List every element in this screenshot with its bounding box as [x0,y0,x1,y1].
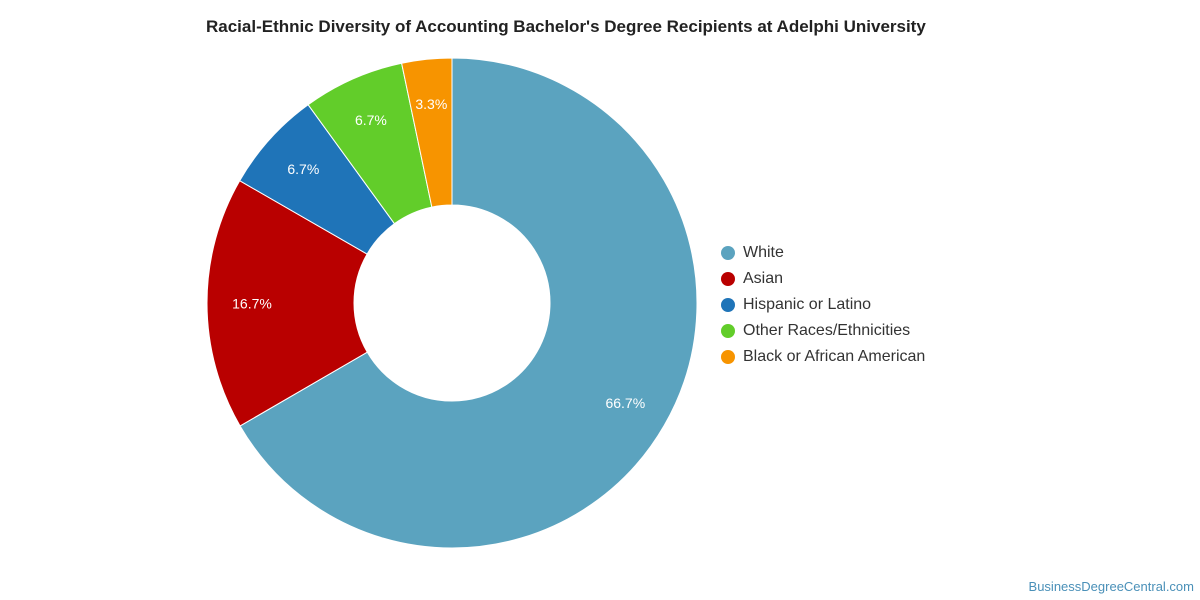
slice-label-hispanic-or-latino: 6.7% [287,161,319,177]
legend-item-black-or-african-american[interactable]: Black or African American [721,344,925,370]
slice-label-asian: 16.7% [232,295,272,311]
watermark: BusinessDegreeCentral.com [1028,579,1194,594]
legend-label: White [743,244,784,261]
legend-label: Asian [743,270,784,287]
legend-marker [721,324,735,338]
chart-title: Racial-Ethnic Diversity of Accounting Ba… [206,17,926,36]
legend-label: Other Races/Ethnicities [743,322,911,339]
legend-item-other-races-ethnicities[interactable]: Other Races/Ethnicities [721,318,925,344]
legend-label: Hispanic or Latino [743,296,872,313]
slice-asian[interactable] [206,180,368,427]
legend-label: Black or African American [743,348,926,365]
legend-item-hispanic-or-latino[interactable]: Hispanic or Latino [721,292,925,318]
legend-marker [721,272,735,286]
slice-labels-group: 66.7% 16.7% 6.7% 6.7% 3.3% [232,96,645,411]
legend-item-white[interactable]: White [721,240,925,266]
legend-item-asian[interactable]: Asian [721,266,925,292]
slices-group [206,57,698,549]
legend-marker [721,298,735,312]
legend-marker [721,350,735,364]
legend: White Asian Hispanic or Latino Other Races/… [721,240,925,370]
slice-label-white: 66.7% [605,395,645,411]
slice-black-or-african-american[interactable] [401,57,453,208]
slice-white[interactable] [239,57,698,549]
slice-label-black-or-african-american: 3.3% [415,96,447,112]
slice-label-other-races-ethnicities: 6.7% [355,112,387,128]
legend-marker [721,246,735,260]
